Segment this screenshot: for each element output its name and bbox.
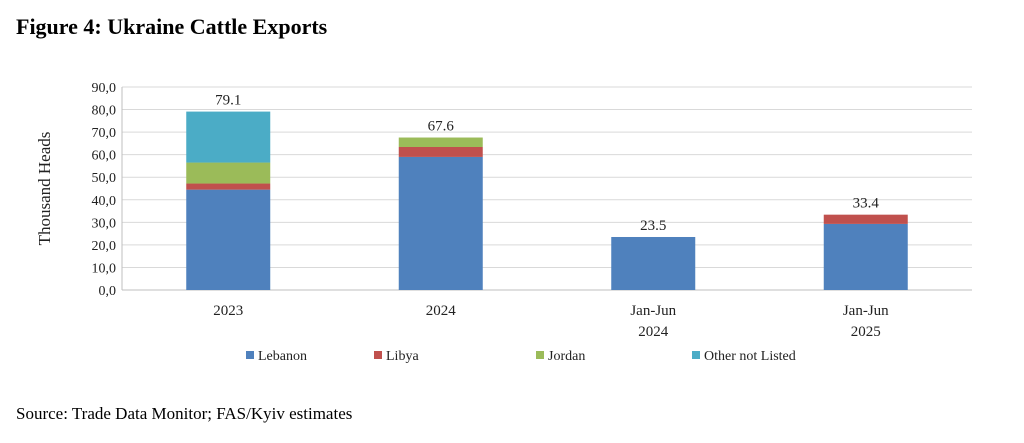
legend-swatch — [246, 351, 254, 359]
source-note: Source: Trade Data Monitor; FAS/Kyiv est… — [16, 404, 353, 423]
y-tick-label: 40,0 — [92, 194, 117, 209]
bar-segment-lebanon — [823, 223, 908, 290]
x-category-label: 2024 — [426, 303, 457, 319]
y-tick-label: 90,0 — [92, 81, 117, 96]
bar-segment-jordan — [398, 137, 483, 147]
bar-segment-libya — [823, 214, 908, 224]
x-category-label: 2025 — [851, 324, 881, 340]
y-tick-label: 70,0 — [92, 126, 117, 141]
legend-swatch — [536, 351, 544, 359]
bar-segment-libya — [186, 183, 271, 190]
legend-label: Jordan — [548, 349, 585, 364]
bar-segment-lebanon — [611, 236, 696, 290]
bar-segment-libya — [398, 146, 483, 157]
figure-title: Figure 4: Ukraine Cattle Exports — [16, 14, 328, 39]
x-category-label: Jan-Jun — [630, 303, 676, 319]
x-category-label: 2023 — [213, 303, 243, 319]
x-category-label: 2024 — [638, 324, 669, 340]
legend-label: Lebanon — [258, 349, 307, 364]
legend-label: Libya — [386, 349, 419, 364]
stacked-bar-chart: 0,0 10,0 20,0 30,0 40,0 50,0 60,0 70,0 80,0 90,0 T… — [35, 81, 972, 364]
bar-segment-other-not-listed — [186, 111, 271, 163]
y-tick-label: 10,0 — [92, 261, 117, 276]
x-category-label: Jan-Jun — [843, 303, 889, 319]
y-axis-title: Thousand Heads — [35, 132, 54, 246]
y-tick-label: 0,0 — [99, 284, 117, 299]
total-data-label: 79.1 — [215, 93, 241, 109]
bar-segment-lebanon — [186, 189, 271, 290]
legend-label: Other not Listed — [704, 349, 796, 364]
legend-swatch — [692, 351, 700, 359]
total-data-label: 33.4 — [853, 196, 880, 212]
bar-segment-jordan — [186, 162, 271, 184]
total-data-label: 23.5 — [640, 218, 666, 234]
y-tick-label: 80,0 — [92, 104, 117, 119]
y-tick-label: 30,0 — [92, 216, 117, 231]
legend-swatch — [374, 351, 382, 359]
total-data-label: 67.6 — [428, 119, 455, 135]
bar-segment-lebanon — [398, 156, 483, 290]
y-tick-label: 50,0 — [92, 171, 117, 186]
y-tick-label: 60,0 — [92, 149, 117, 164]
y-tick-label: 20,0 — [92, 239, 117, 254]
